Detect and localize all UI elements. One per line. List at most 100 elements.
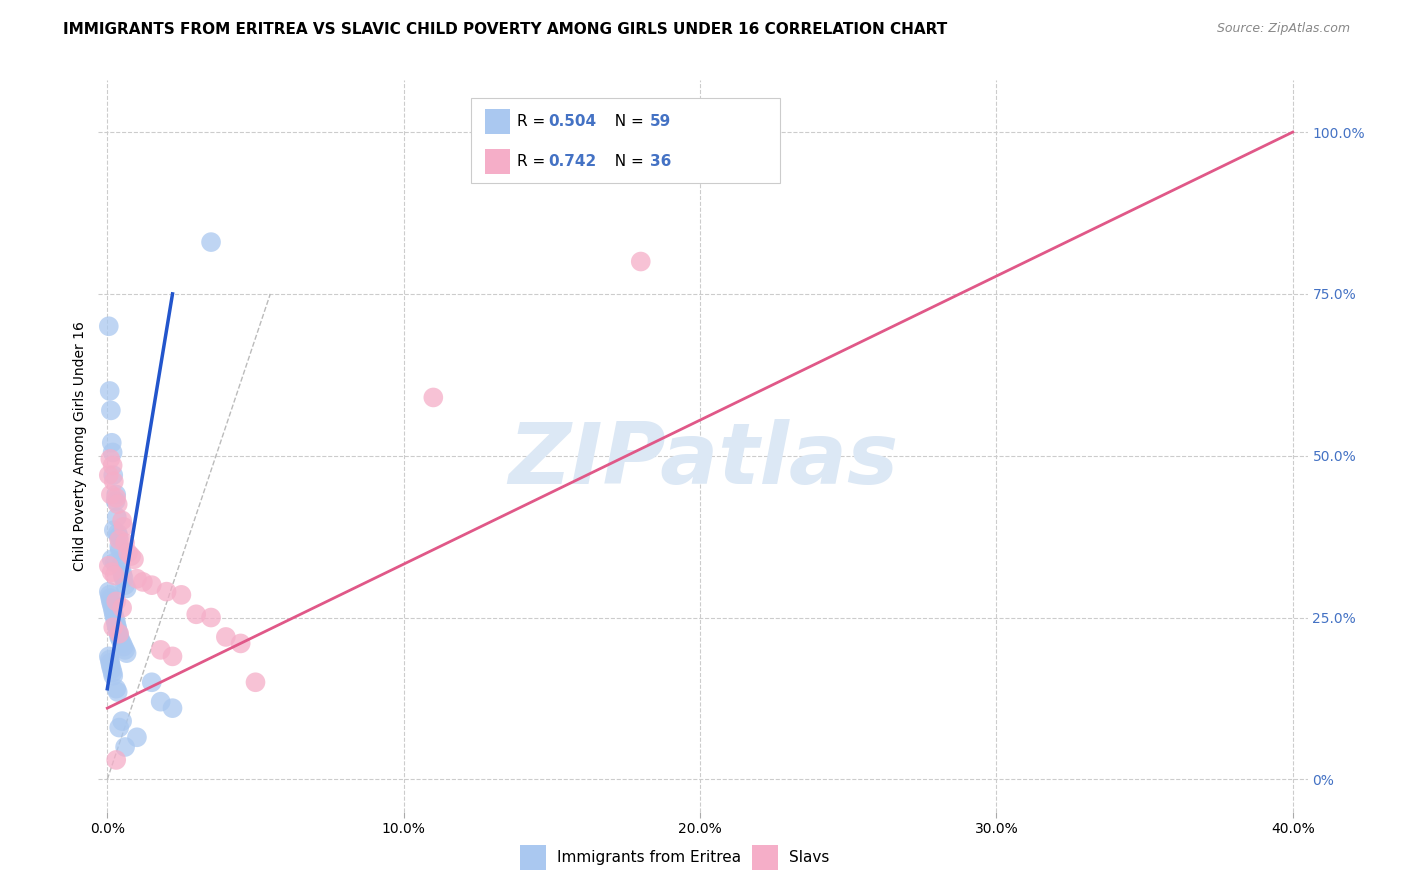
Point bbox=[125, 572, 148, 586]
Point bbox=[111, 566, 134, 580]
Point bbox=[98, 384, 121, 398]
Point bbox=[98, 452, 121, 467]
Point bbox=[110, 558, 132, 573]
Point bbox=[170, 588, 193, 602]
Point bbox=[105, 491, 128, 505]
Point bbox=[100, 659, 122, 673]
Point bbox=[117, 546, 139, 560]
Point bbox=[162, 701, 184, 715]
Point bbox=[110, 633, 132, 648]
Point bbox=[108, 626, 131, 640]
Point bbox=[132, 574, 155, 589]
Point bbox=[97, 558, 120, 573]
Point bbox=[630, 254, 652, 268]
Text: 0.742: 0.742 bbox=[548, 154, 596, 169]
Text: R =: R = bbox=[517, 114, 551, 128]
Point bbox=[215, 630, 238, 644]
Point bbox=[97, 468, 120, 483]
Point bbox=[103, 523, 125, 537]
Point bbox=[200, 610, 222, 624]
Point bbox=[162, 649, 184, 664]
Point bbox=[108, 542, 131, 557]
Point bbox=[111, 568, 134, 582]
Point bbox=[103, 669, 125, 683]
Point bbox=[108, 539, 131, 553]
Point bbox=[186, 607, 208, 622]
Point bbox=[104, 494, 127, 508]
Point bbox=[120, 549, 142, 563]
Point bbox=[125, 731, 148, 745]
Point bbox=[245, 675, 267, 690]
Point bbox=[103, 604, 125, 618]
Point bbox=[422, 391, 444, 405]
Point bbox=[122, 552, 145, 566]
Point bbox=[100, 598, 122, 612]
Point bbox=[100, 662, 122, 676]
Point bbox=[112, 520, 135, 534]
Point bbox=[229, 636, 252, 650]
Point bbox=[100, 566, 122, 580]
Point bbox=[108, 721, 131, 735]
Text: 59: 59 bbox=[650, 114, 671, 128]
Point bbox=[101, 445, 124, 459]
Point bbox=[108, 630, 131, 644]
Point bbox=[101, 600, 124, 615]
Point bbox=[114, 578, 136, 592]
Point bbox=[104, 614, 127, 628]
Point bbox=[105, 681, 128, 696]
Point bbox=[141, 675, 163, 690]
Point bbox=[100, 552, 122, 566]
Point bbox=[105, 594, 128, 608]
Point bbox=[98, 656, 121, 670]
Text: ZIPatlas: ZIPatlas bbox=[508, 419, 898, 502]
Point bbox=[112, 572, 135, 586]
Point bbox=[103, 620, 125, 634]
Point bbox=[108, 533, 131, 547]
Point bbox=[103, 468, 125, 483]
Text: 36: 36 bbox=[650, 154, 671, 169]
Text: N =: N = bbox=[605, 154, 648, 169]
Point bbox=[100, 594, 122, 608]
Point bbox=[105, 620, 128, 634]
Point bbox=[107, 685, 129, 699]
Point bbox=[107, 526, 129, 541]
Point bbox=[105, 510, 128, 524]
Point bbox=[103, 475, 125, 489]
Y-axis label: Child Poverty Among Girls Under 16: Child Poverty Among Girls Under 16 bbox=[73, 321, 87, 571]
Text: 0.504: 0.504 bbox=[548, 114, 596, 128]
Point bbox=[98, 588, 121, 602]
Point bbox=[105, 487, 128, 501]
Point bbox=[149, 643, 172, 657]
Point bbox=[141, 578, 163, 592]
Point bbox=[107, 497, 129, 511]
Point bbox=[115, 582, 138, 596]
Point bbox=[104, 610, 127, 624]
Point bbox=[103, 607, 125, 622]
Text: R =: R = bbox=[517, 154, 551, 169]
Point bbox=[101, 665, 124, 680]
Point bbox=[111, 636, 134, 650]
Point bbox=[114, 739, 136, 754]
Point bbox=[107, 624, 129, 638]
Point bbox=[200, 235, 222, 249]
Point bbox=[100, 435, 122, 450]
Point bbox=[98, 652, 121, 666]
Point bbox=[104, 556, 127, 570]
Point bbox=[107, 626, 129, 640]
Point bbox=[149, 695, 172, 709]
Point bbox=[97, 649, 120, 664]
Point bbox=[111, 513, 134, 527]
Point bbox=[97, 584, 120, 599]
Point bbox=[98, 591, 121, 606]
Point bbox=[100, 487, 122, 501]
Point bbox=[114, 536, 136, 550]
Point bbox=[100, 403, 122, 417]
Point bbox=[107, 530, 129, 544]
Text: IMMIGRANTS FROM ERITREA VS SLAVIC CHILD POVERTY AMONG GIRLS UNDER 16 CORRELATION: IMMIGRANTS FROM ERITREA VS SLAVIC CHILD … bbox=[63, 22, 948, 37]
Text: Source: ZipAtlas.com: Source: ZipAtlas.com bbox=[1216, 22, 1350, 36]
Text: Immigrants from Eritrea: Immigrants from Eritrea bbox=[557, 850, 741, 864]
Point bbox=[105, 617, 128, 632]
Point bbox=[101, 458, 124, 473]
Point bbox=[97, 319, 120, 334]
Point bbox=[114, 643, 136, 657]
